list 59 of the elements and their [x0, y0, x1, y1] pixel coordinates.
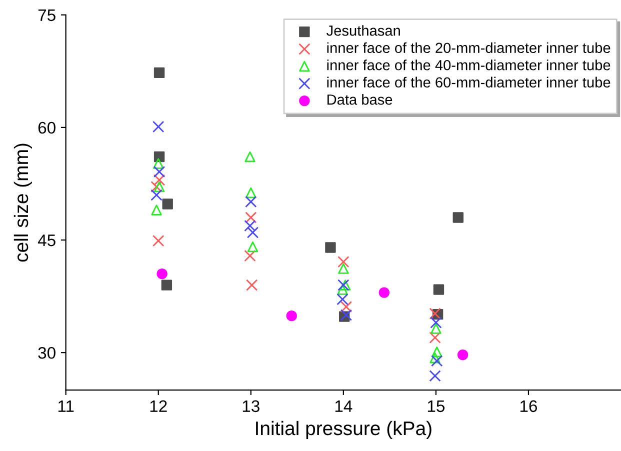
point	[430, 352, 440, 364]
x-tick-label: 12	[150, 400, 167, 412]
point	[245, 212, 257, 224]
legend-label: inner face of the 60-mm-diameter inner tube	[327, 76, 610, 88]
point	[244, 250, 256, 262]
point	[153, 166, 166, 178]
legend-label: inner face of the 20-mm-diameter inner tube	[327, 42, 610, 54]
y-tick-label: 60	[38, 122, 56, 134]
point	[161, 280, 172, 290]
point	[162, 198, 173, 210]
point	[154, 181, 165, 192]
x-axis-title: Initial pressure (kPa)	[256, 420, 432, 440]
point	[245, 196, 257, 208]
point	[378, 287, 390, 298]
point	[152, 234, 164, 247]
point	[340, 309, 352, 321]
point	[457, 349, 468, 360]
x-tick-label: 13	[242, 400, 260, 412]
legend-label: inner face of the 40-mm-diameter inner tube	[327, 60, 610, 70]
point	[153, 158, 164, 169]
point	[338, 263, 349, 274]
point	[337, 284, 348, 295]
point	[432, 346, 442, 358]
y-tick-label: 75	[38, 9, 56, 22]
point	[246, 187, 256, 198]
point	[154, 67, 165, 78]
point	[429, 308, 441, 320]
point	[431, 355, 443, 367]
point	[244, 220, 256, 232]
point	[286, 310, 297, 322]
point	[336, 293, 348, 306]
y-tick-label: 45	[38, 234, 56, 246]
point	[244, 151, 256, 162]
point	[338, 256, 350, 268]
x-tick-label: 15	[428, 400, 445, 412]
point	[153, 174, 166, 186]
point	[340, 300, 352, 313]
point	[325, 242, 336, 253]
point	[151, 204, 162, 216]
x-tick-label: 11	[58, 400, 74, 412]
point	[150, 180, 162, 193]
legend-label: Jesuthasan	[326, 25, 400, 36]
point	[152, 120, 164, 133]
y-axis-title: cell size (mm)	[14, 144, 32, 262]
legend-label: Data base	[327, 94, 392, 105]
y-tick-label: 30	[38, 346, 56, 359]
point	[452, 212, 464, 223]
point	[156, 268, 168, 280]
point	[247, 241, 258, 252]
point	[429, 332, 441, 344]
x-tick-label: 16	[520, 400, 538, 412]
point	[150, 189, 162, 201]
point	[433, 284, 444, 295]
point	[430, 323, 442, 334]
point	[246, 226, 259, 238]
point	[429, 370, 441, 382]
point	[430, 316, 442, 328]
x-tick-label: 14	[335, 400, 352, 412]
point	[246, 279, 258, 291]
